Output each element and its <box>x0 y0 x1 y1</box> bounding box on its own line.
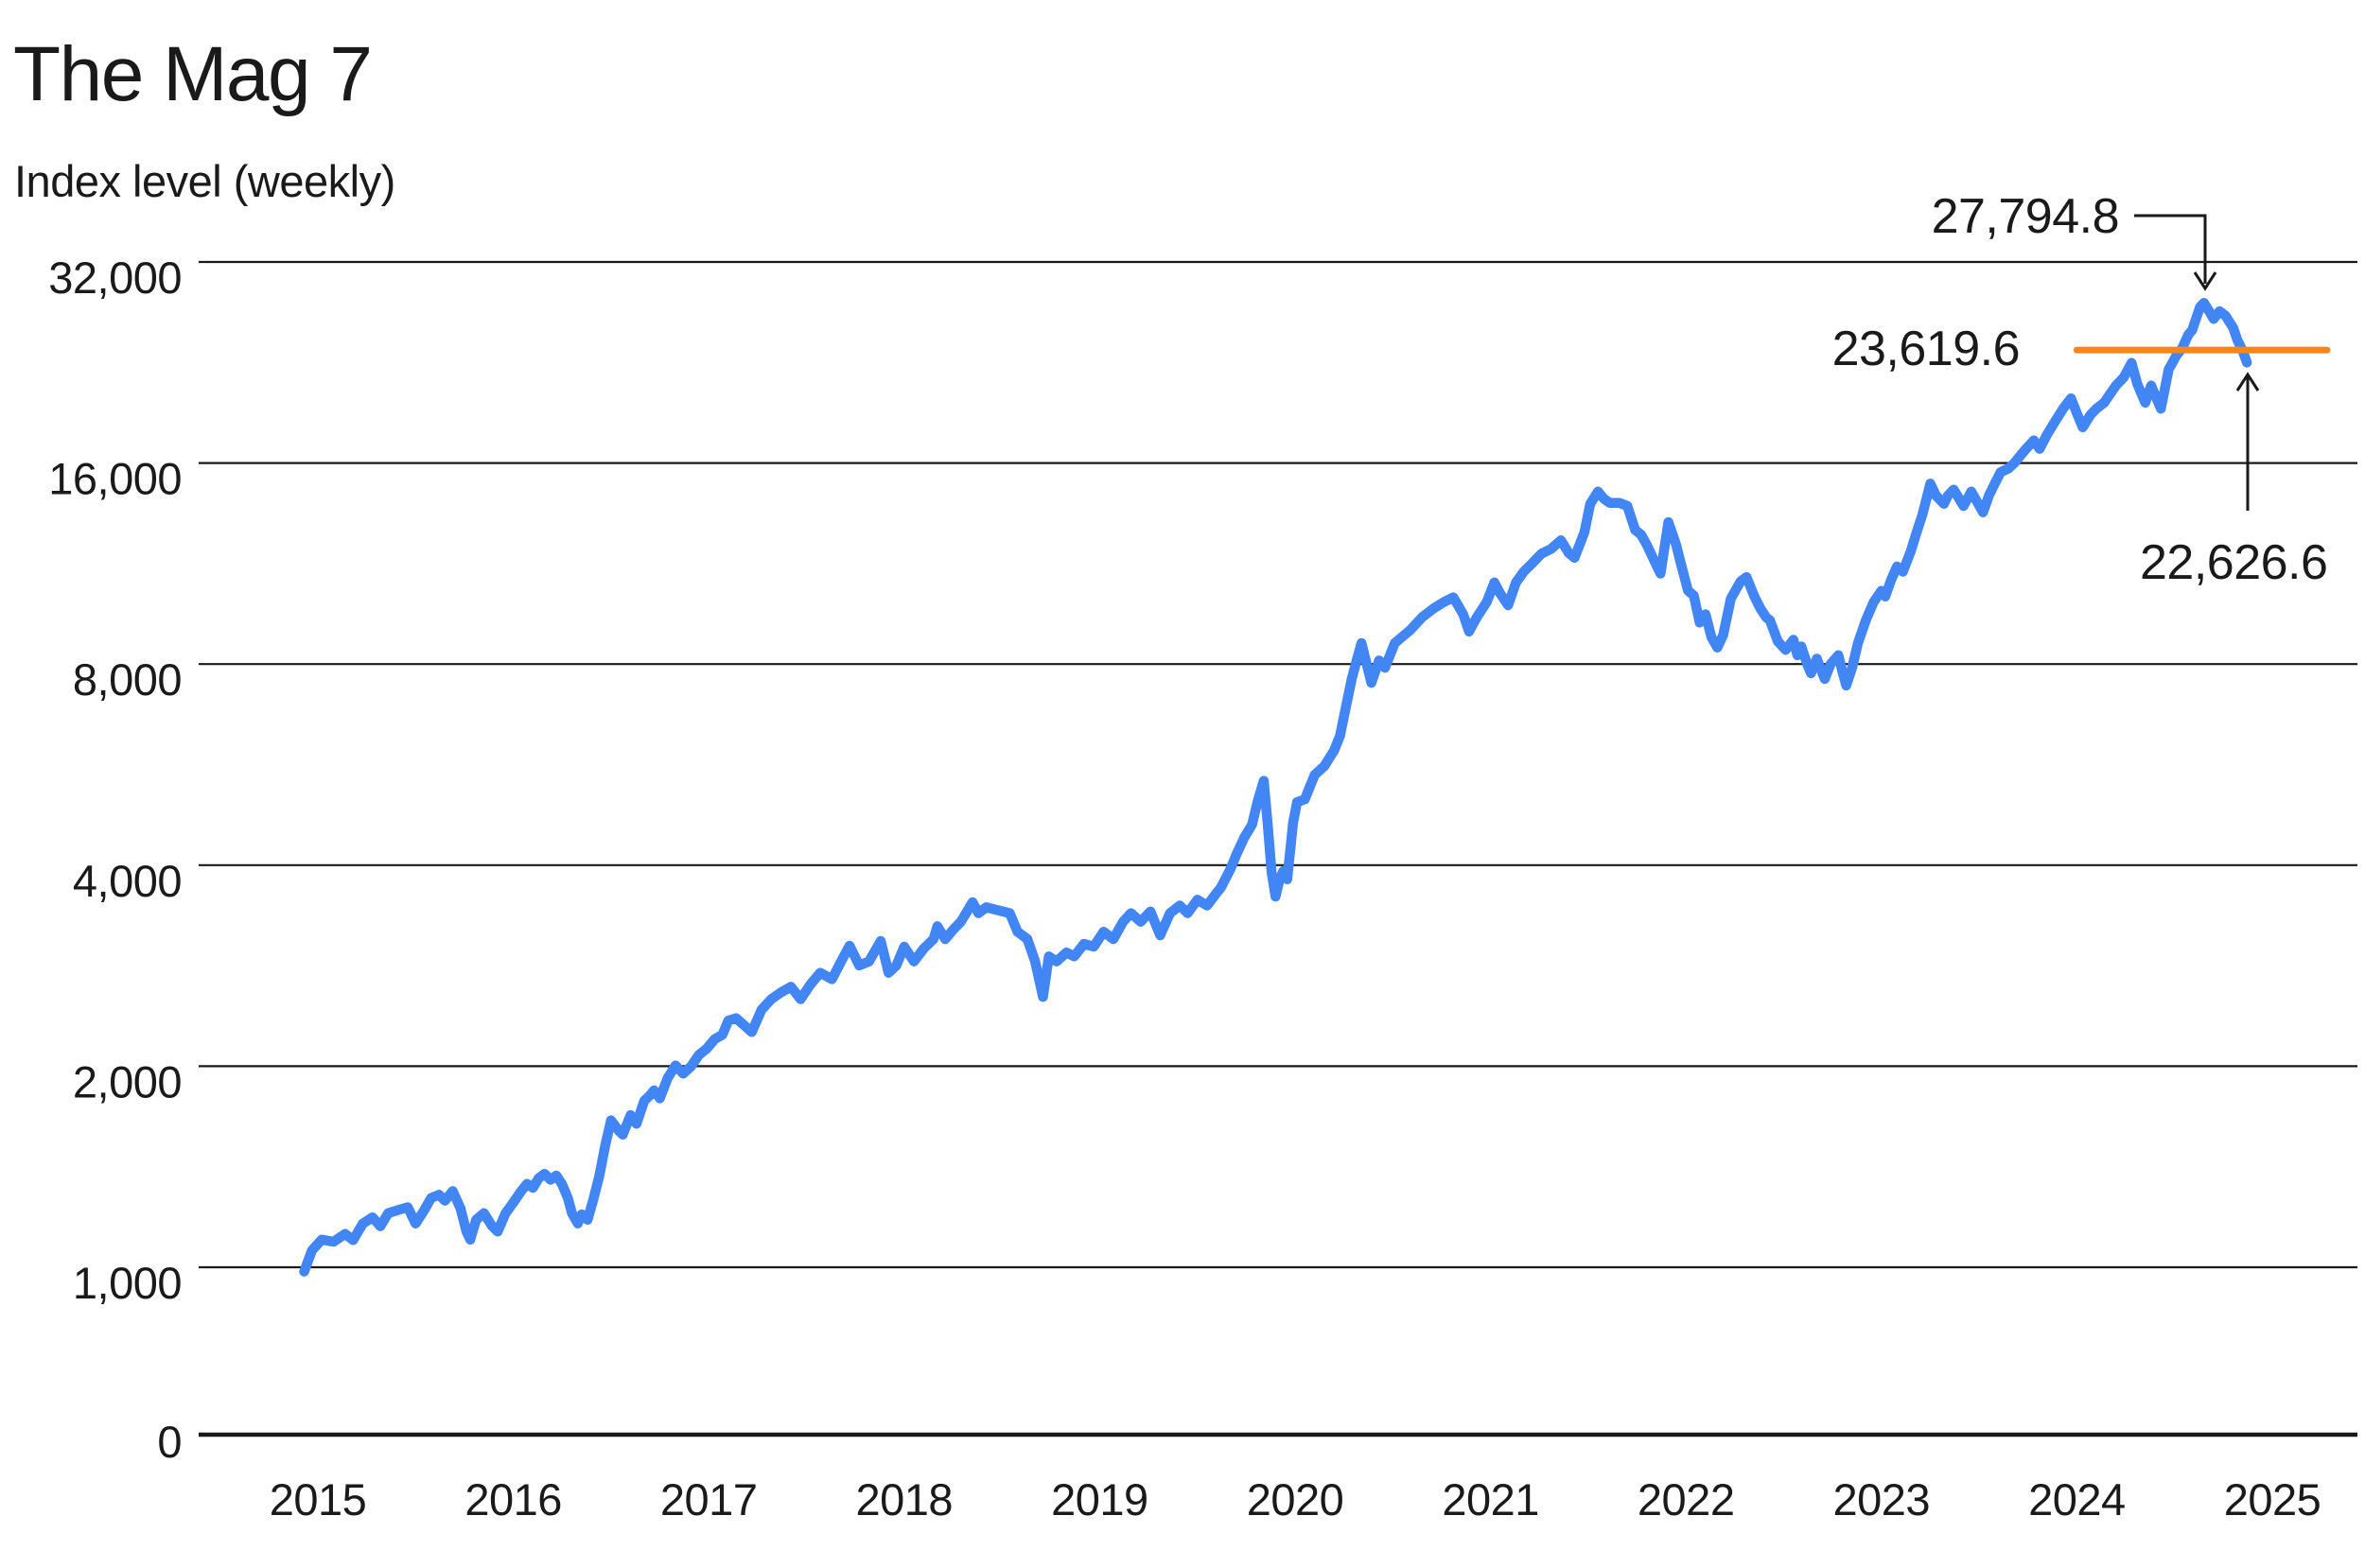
x-tick-label-2025: 2025 <box>2224 1474 2321 1524</box>
last-annotation-label: 22,626.6 <box>2140 535 2327 590</box>
x-tick-label-2017: 2017 <box>660 1474 758 1524</box>
y-tick-label-16000: 16,000 <box>48 454 182 504</box>
y-tick-label-32000: 32,000 <box>48 253 182 303</box>
page-title: The Mag 7 <box>13 31 373 117</box>
x-tick-label-2016: 2016 <box>464 1474 562 1524</box>
x-tick-label-2015: 2015 <box>270 1474 367 1524</box>
peak-annotation-label: 27,794.8 <box>1932 189 2119 244</box>
x-tick-label-2022: 2022 <box>1638 1474 1735 1524</box>
arrow-down-icon <box>2193 271 2217 291</box>
y-tick-label-2000: 2,000 <box>73 1056 182 1106</box>
peak-annotation-connector <box>2134 214 2207 284</box>
x-tick-label-2021: 2021 <box>1442 1474 1539 1524</box>
x-tick-label-2018: 2018 <box>856 1474 954 1524</box>
arrow-up-icon <box>2235 372 2260 392</box>
reference-annotation-label: 23,619.6 <box>1832 322 2020 376</box>
y-tick-label-8000: 8,000 <box>73 654 182 705</box>
y-tick-label-0: 0 <box>157 1417 182 1467</box>
axis-unit-label: Index level (weekly) <box>14 156 395 206</box>
y-tick-label-1000: 1,000 <box>73 1258 182 1308</box>
x-tick-label-2024: 2024 <box>2028 1474 2126 1524</box>
x-tick-label-2023: 2023 <box>1833 1474 1931 1524</box>
y-tick-label-4000: 4,000 <box>73 856 182 906</box>
mag7-series-line <box>299 297 2252 1277</box>
x-tick-label-2019: 2019 <box>1051 1474 1148 1524</box>
x-tick-label-2020: 2020 <box>1247 1474 1344 1524</box>
